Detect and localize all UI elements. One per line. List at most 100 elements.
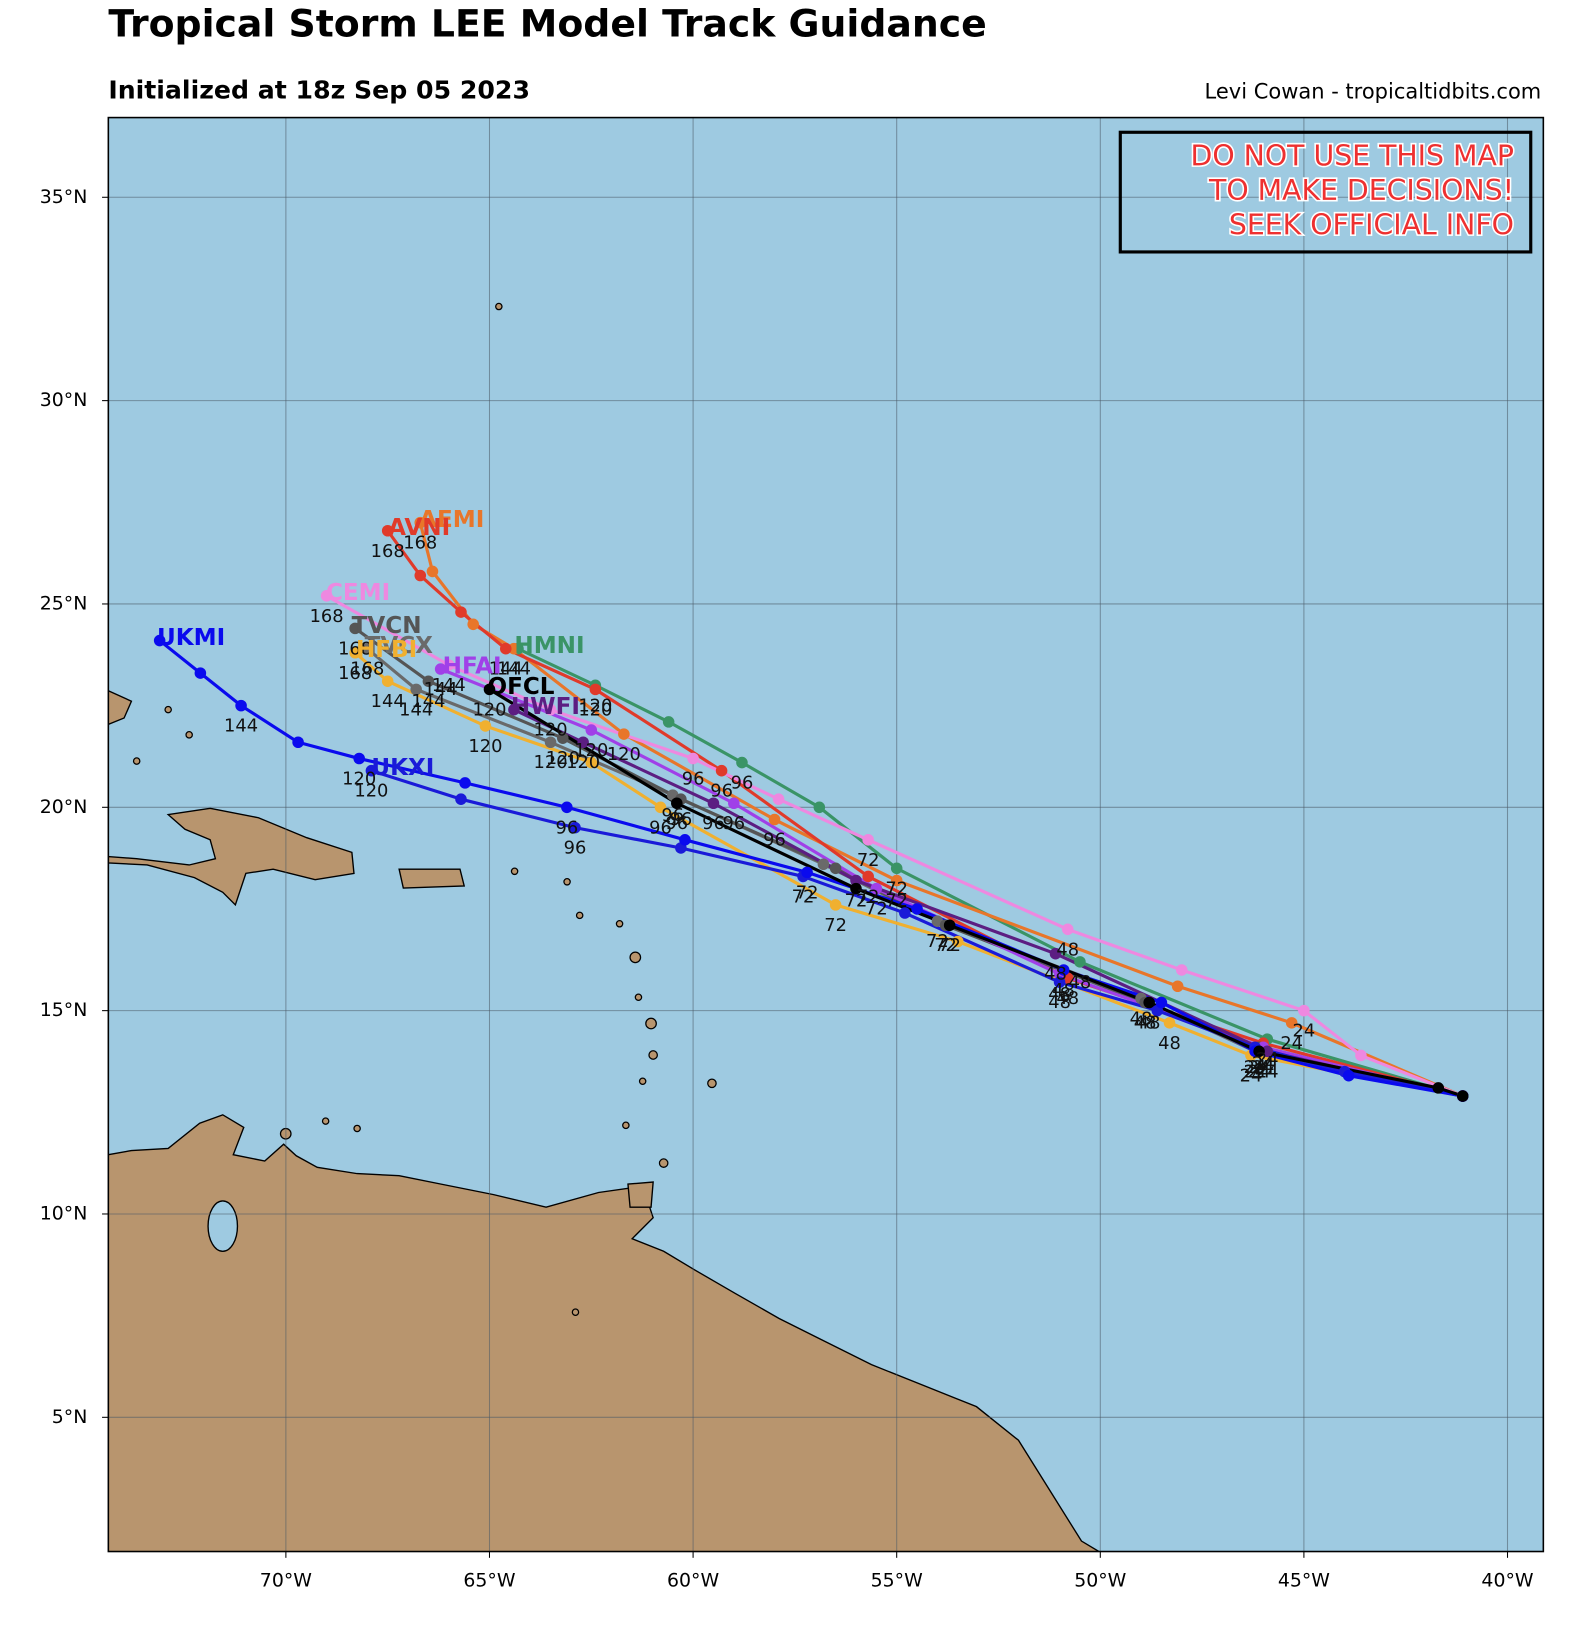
hour-label: 144 [497, 659, 531, 680]
hour-label: 120 [354, 781, 388, 802]
hour-label: 72 [796, 882, 819, 903]
track-point [1342, 1069, 1355, 1082]
track-point [817, 858, 830, 871]
track-point [952, 935, 964, 948]
track-point [899, 907, 911, 919]
hour-label: 48 [1056, 988, 1079, 1009]
hour-label: 120 [468, 736, 502, 757]
track-point [153, 634, 166, 647]
y-tick-label: 10°N [40, 1202, 88, 1224]
x-tick-label: 65°W [463, 1569, 515, 1591]
model-label: AVNI [388, 515, 450, 541]
warning-box: DO NOT USE THIS MAP TO MAKE DECISIONS! S… [1118, 130, 1533, 254]
track-point [1355, 1049, 1367, 1062]
track-point [1298, 1004, 1310, 1017]
track-point [911, 903, 923, 915]
track-point [662, 716, 675, 728]
warning-border [1118, 130, 1533, 254]
hour-label: 96 [710, 781, 733, 802]
islands [132, 302, 717, 1316]
track-point [1163, 1017, 1176, 1029]
hour-label: 120 [578, 695, 612, 716]
hour-label: 96 [661, 805, 684, 826]
track-point [618, 728, 630, 740]
hour-label: 96 [649, 817, 672, 838]
hour-label: 24 [1280, 1033, 1303, 1054]
hour-label: 24 [1293, 1021, 1316, 1042]
hour-label: 96 [702, 813, 725, 834]
hour-label: 120 [472, 699, 506, 720]
track-point [414, 569, 427, 582]
track-point [1143, 996, 1155, 1009]
track-point [1253, 1045, 1265, 1058]
track-point [1049, 947, 1062, 960]
model-label: HFBI [356, 637, 417, 663]
hour-label: 144 [489, 659, 523, 680]
hour-label: 72 [885, 890, 908, 911]
track-point [1053, 976, 1066, 988]
model-label: HMNI [514, 633, 584, 659]
track-point [434, 663, 447, 675]
track-point [544, 703, 557, 716]
hour-label: 96 [556, 817, 579, 838]
track-point [561, 801, 573, 814]
track-point [1261, 1045, 1274, 1058]
hour-label: 96 [722, 813, 745, 834]
track-point [422, 675, 435, 688]
track-point [870, 882, 883, 895]
x-tick-label: 40°W [1481, 1569, 1533, 1591]
hour-label: 48 [1069, 972, 1092, 993]
track-point [1175, 964, 1188, 976]
lake-maracaibo [207, 1200, 239, 1252]
track-point [1285, 1017, 1298, 1029]
track-point [1456, 1090, 1469, 1102]
hour-label: 48 [1048, 984, 1071, 1005]
y-tick-label: 15°N [40, 999, 88, 1021]
warning-line: DO NOT USE THIS MAP [1191, 139, 1514, 172]
hour-label: 24 [1244, 1061, 1267, 1082]
hour-label: 48 [1158, 1033, 1181, 1054]
track-point [1074, 956, 1086, 968]
hour-label: 72 [885, 878, 908, 899]
track-point [349, 622, 361, 635]
track-point [589, 683, 602, 696]
track-point [654, 801, 667, 814]
x-tick-label: 70°W [260, 1569, 312, 1591]
track-point [1061, 923, 1074, 936]
hour-label: 72 [934, 935, 957, 956]
track-point [671, 797, 683, 810]
hour-label: 48 [1044, 964, 1067, 985]
x-tick-label: 45°W [1278, 1569, 1330, 1591]
track-point [569, 821, 581, 834]
track-point [862, 834, 874, 846]
hour-label: 96 [731, 773, 754, 794]
grid-layer: 70°W 65°W 60°W 55°W 50°W 45°W 40°W 5°N 10°N 15°N 2… [40, 117, 1544, 1591]
hour-label: 96 [670, 809, 693, 830]
track-point [679, 834, 691, 846]
track-point [736, 756, 748, 769]
track-point [544, 736, 557, 749]
track-point [557, 732, 569, 744]
track-point [479, 720, 492, 732]
track-point [508, 703, 520, 716]
track-point [235, 699, 247, 712]
credit: Levi Cowan - tropicaltidbits.com [1205, 79, 1542, 103]
track-point [467, 618, 479, 631]
hour-label: 24 [1256, 1049, 1279, 1070]
model-label: CEMI [326, 580, 390, 606]
model-label: TVCX [365, 633, 434, 659]
y-tick-label: 35°N [40, 186, 88, 208]
model-label: UKMI [157, 625, 225, 651]
hour-label: 48 [1048, 992, 1071, 1013]
hour-label: 144 [399, 699, 433, 720]
track-point [1057, 964, 1070, 976]
hour-label: 144 [424, 679, 458, 700]
hour-label: 48 [1134, 1013, 1157, 1034]
track-point [577, 736, 589, 749]
track-point [381, 524, 394, 537]
y-tick-label: 20°N [40, 796, 88, 818]
chart-title: Tropical Storm LEE Model Track Guidance [108, 2, 987, 46]
hour-label: 120 [578, 699, 612, 720]
